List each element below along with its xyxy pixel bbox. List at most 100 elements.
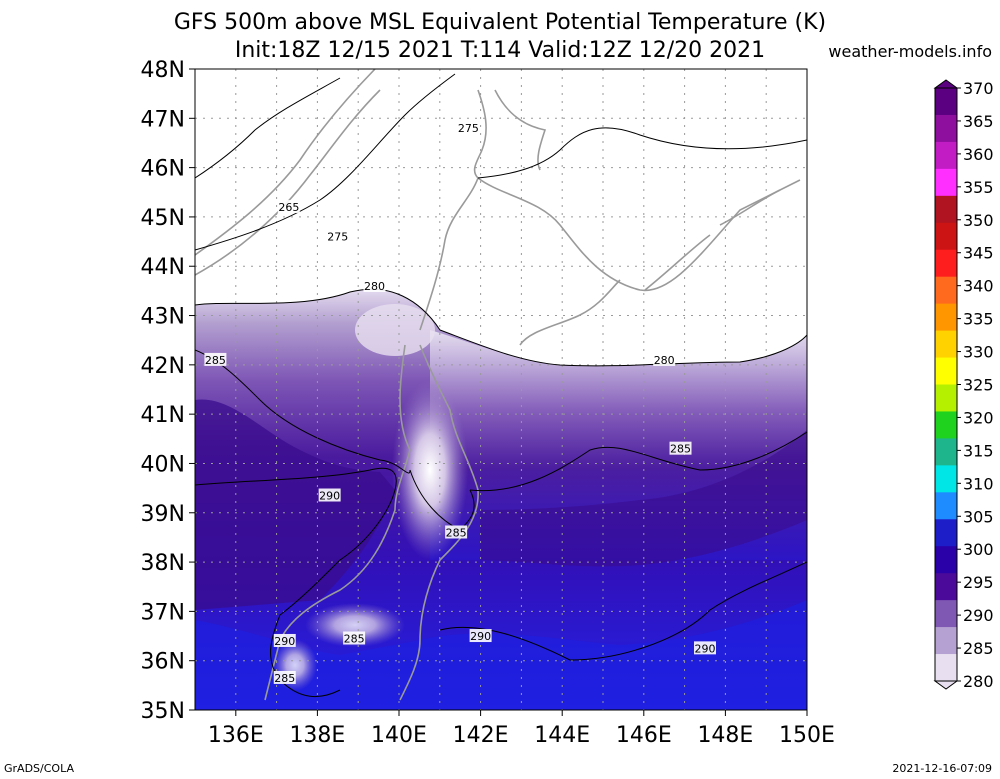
coastline-hokkaido: [419, 176, 801, 346]
colorbar-top-arrow: [933, 79, 959, 89]
contour-label: 290: [318, 488, 341, 503]
colorbar-swatch: [935, 276, 957, 305]
colorbar-swatch: [935, 627, 957, 655]
contour-label-text: 275: [327, 231, 348, 244]
lat-tick-label: 35N: [141, 699, 185, 724]
colorbar-label: 365: [963, 112, 994, 131]
colorbar-label: 320: [963, 408, 994, 427]
contour-label: 290: [273, 633, 296, 648]
colorbar-swatch: [935, 222, 957, 251]
colorbar-swatch: [935, 411, 957, 439]
contour-label: 285: [445, 525, 468, 539]
coastline-continent: [195, 69, 381, 276]
lat-tick-label: 36N: [141, 650, 185, 675]
contour-label: 275: [326, 229, 349, 244]
lon-tick-label: 140E: [371, 723, 427, 748]
longitude-axis: 136E 138E 140E 142E 144E 146E 148E 150E: [208, 710, 835, 748]
footer-timestamp: 2021-12-16-07:09: [892, 762, 992, 775]
colorbar-label: 325: [963, 376, 994, 395]
contour-label: 285: [273, 670, 296, 685]
map-frame: [194, 68, 808, 711]
lat-tick-label: 45N: [141, 206, 185, 231]
contour-275-east: [477, 127, 807, 179]
lon-tick-label: 146E: [616, 723, 672, 748]
contour-label-text: 290: [470, 630, 491, 643]
theta-e-blue-south: [195, 600, 807, 710]
contour-label-text: 285: [446, 526, 467, 539]
colorbar-label: 340: [963, 277, 994, 296]
contour-275-west: [195, 73, 456, 251]
colorbar-swatch: [935, 141, 957, 170]
colorbar-swatch: [935, 303, 957, 332]
latitude-axis: 48N 47N 46N 45N 44N 43N 42N 41N 40N 39N 38N 37N 36N 3…: [141, 58, 195, 724]
colorbar-label: 360: [963, 145, 994, 164]
contour-280: [195, 288, 807, 367]
colorbar-swatch: [935, 357, 957, 385]
theta-e-light-blob-north: [355, 304, 435, 356]
colorbar-swatch: [935, 195, 957, 224]
contour-label-text: 285: [344, 633, 365, 646]
colorbar-swatch: [935, 546, 957, 574]
lat-tick-label: 48N: [141, 58, 185, 83]
lat-tick-label: 47N: [141, 107, 185, 132]
colorbar-swatch: [935, 600, 957, 628]
colorbar-label: 350: [963, 211, 994, 230]
colorbar-label: 285: [963, 639, 994, 658]
contour-label-text: 285: [274, 672, 295, 685]
colorbar-swatch: [935, 88, 957, 116]
colorbar-swatch: [935, 168, 957, 197]
lat-tick-label: 42N: [141, 354, 185, 379]
contour-285-north: [195, 349, 807, 492]
contour-label-text: 290: [274, 635, 295, 648]
contour-label-text: 265: [278, 201, 299, 214]
lon-tick-label: 138E: [289, 723, 345, 748]
colorbar-swatch: [935, 492, 957, 520]
contour-label-text: 280: [654, 354, 675, 367]
lon-tick-label: 148E: [697, 723, 753, 748]
map-grid: [195, 69, 807, 710]
contour-label-text: 275: [458, 122, 479, 135]
contour-label: 285: [343, 631, 366, 646]
colorbar-swatch: [935, 438, 957, 466]
chart-title: GFS 500m above MSL Equivalent Potential …: [173, 10, 827, 35]
colorbar-label: 335: [963, 310, 994, 329]
theta-e-dark-band-east: [480, 430, 807, 567]
colorbar-label: 355: [963, 178, 994, 197]
lat-tick-label: 38N: [141, 551, 185, 576]
theta-e-light-spine: [392, 380, 468, 560]
contour-265: [195, 77, 341, 179]
theta-e-light-blob-south: [305, 603, 405, 647]
contour-label: 275: [457, 121, 480, 135]
site-credit: weather-models.info: [828, 42, 992, 61]
lat-tick-label: 39N: [141, 502, 185, 527]
colorbar-swatch: [935, 249, 957, 278]
lat-tick-label: 37N: [141, 600, 185, 625]
lat-tick-label: 46N: [141, 157, 185, 182]
footer-credit: GrADS/COLA: [4, 762, 74, 775]
colorbar-swatch: [935, 114, 957, 143]
colorbar-label: 370: [963, 79, 994, 98]
colorbar-bottom-arrow: [933, 680, 959, 690]
colorbar-label: 345: [963, 244, 994, 263]
contour-label-text: 280: [364, 280, 385, 293]
contour-lines: [195, 73, 807, 698]
lat-tick-label: 44N: [141, 255, 185, 280]
colorbar-label: 295: [963, 573, 994, 592]
colorbar: 370 365 360 355 350 345 340 335 330 325 320 315 310 3…: [933, 79, 994, 691]
contour-label: 265: [277, 200, 300, 214]
contour-label: 285: [669, 441, 692, 456]
lon-tick-label: 142E: [453, 723, 509, 748]
colorbar-label: 290: [963, 606, 994, 625]
contour-label-text: 285: [205, 354, 226, 367]
colorbar-swatch: [935, 654, 957, 682]
colorbar-swatch: [935, 573, 957, 601]
lon-tick-label: 150E: [779, 723, 835, 748]
coastline-kurils: [644, 189, 781, 291]
colorbar-label: 330: [963, 343, 994, 362]
chart-subtitle: Init:18Z 12/15 2021 T:114 Valid:12Z 12/2…: [234, 38, 766, 63]
lat-tick-label: 43N: [141, 305, 185, 330]
lat-tick-label: 40N: [141, 452, 185, 477]
colorbar-swatch: [935, 465, 957, 493]
contour-label-text: 290: [319, 490, 340, 503]
